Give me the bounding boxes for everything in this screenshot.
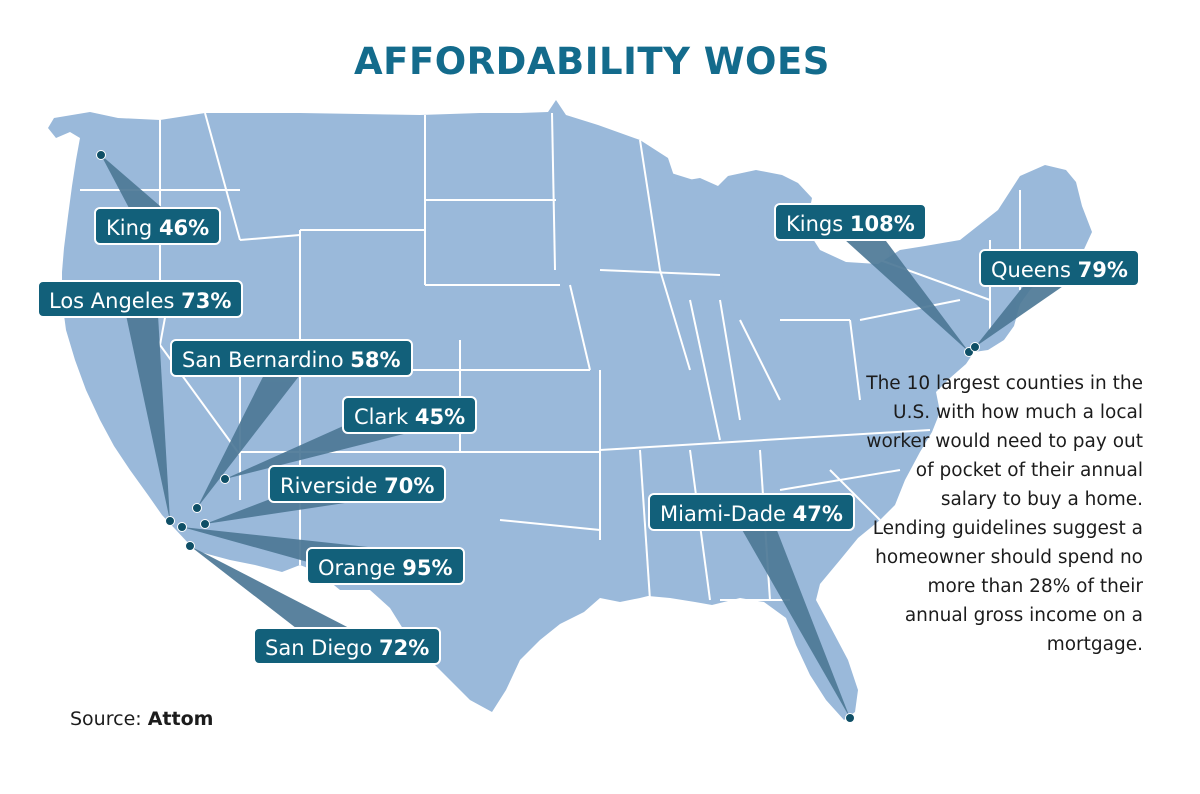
county-label-queens: Queens 79% [979, 249, 1140, 287]
page-title: AFFORDABILITY WOES [354, 40, 830, 83]
county-name: Los Angeles [49, 289, 175, 313]
source-name: Attom [147, 708, 214, 730]
county-percent: 46% [158, 216, 210, 240]
marker-san-bernardino [192, 503, 202, 513]
marker-orange [177, 522, 187, 532]
county-label-riverside: Riverside 70% [268, 465, 447, 503]
marker-king [96, 150, 106, 160]
county-name: San Bernardino [182, 348, 344, 372]
county-label-san-diego: San Diego 72% [253, 627, 442, 665]
callout-miami-dade [736, 504, 850, 718]
county-name: Riverside [280, 474, 378, 498]
county-percent: 95% [402, 556, 453, 580]
county-percent: 79% [1077, 258, 1128, 282]
county-percent: 72% [378, 636, 430, 660]
county-label-orange: Orange 95% [306, 547, 465, 585]
callout-san-bernardino [197, 348, 306, 508]
marker-san-diego [185, 541, 195, 551]
county-label-king: King 46% [94, 207, 222, 245]
county-percent: 70% [384, 474, 435, 498]
callout-kings [837, 210, 969, 352]
county-label-los-angeles: Los Angeles 73% [37, 280, 244, 318]
county-name: San Diego [265, 636, 373, 660]
county-percent: 45% [414, 405, 466, 429]
county-percent: 108% [849, 212, 915, 236]
county-percent: 73% [181, 289, 232, 313]
county-label-san-bernardino: San Bernardino 58% [170, 339, 413, 377]
county-name: Miami-Dade [660, 502, 786, 526]
county-name: Kings [786, 212, 844, 236]
county-name: King [106, 216, 153, 240]
county-name: Clark [354, 405, 409, 429]
county-label-kings: Kings 108% [774, 203, 927, 241]
marker-clark [220, 474, 230, 484]
county-label-clark: Clark 45% [342, 396, 478, 434]
marker-riverside [200, 519, 210, 529]
county-name: Orange [318, 556, 396, 580]
callout-los-angeles [123, 296, 170, 521]
source-label: Source: [70, 708, 142, 730]
county-markers [96, 150, 980, 723]
county-percent: 58% [350, 348, 401, 372]
source-credit: Source: Attom [70, 708, 213, 730]
county-name: Queens [991, 258, 1071, 282]
marker-queens [970, 342, 980, 352]
description-text: The 10 largest counties in the U.S. with… [866, 373, 1143, 655]
county-percent: 47% [792, 502, 843, 526]
marker-los-angeles [165, 516, 175, 526]
county-label-miami-dade: Miami-Dade 47% [648, 493, 855, 531]
marker-miami-dade [845, 713, 855, 723]
